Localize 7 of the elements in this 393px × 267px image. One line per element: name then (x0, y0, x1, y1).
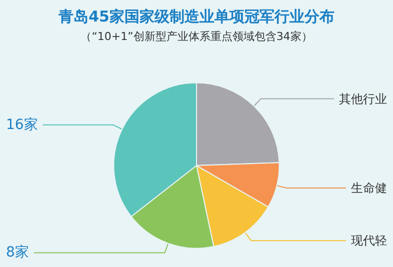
data-label: 8家 (6, 244, 29, 261)
slice-label: 其他行业 (339, 92, 387, 106)
chart-title: 青岛45家国家级制造业单项冠军行业分布 (58, 8, 334, 26)
data-label: 16家 (6, 116, 38, 133)
chart-subtitle: （“10+1”创新型产业体系重点领域包含34家） (80, 30, 312, 43)
slice-label: 生命健 (351, 180, 387, 195)
slice-label: 现代轻 (351, 234, 387, 248)
